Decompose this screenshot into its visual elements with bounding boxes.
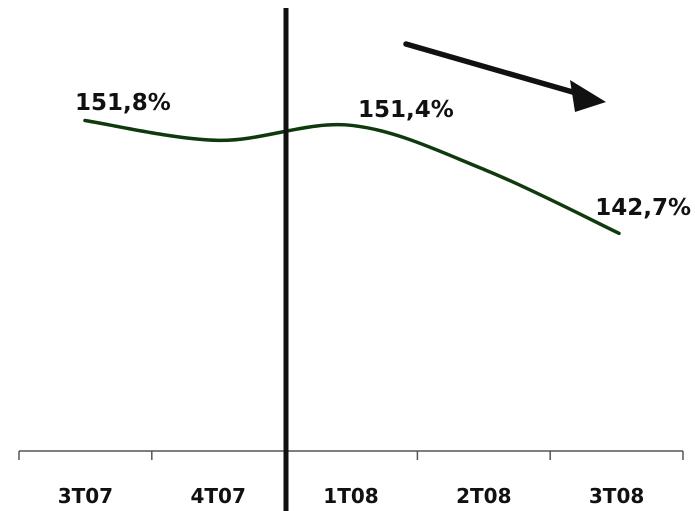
series-line <box>83 118 621 236</box>
x-tick-label: 2T08 <box>456 484 511 508</box>
x-tick-label: 4T07 <box>191 484 246 508</box>
x-tick-label: 3T08 <box>589 484 644 508</box>
data-label: 151,8% <box>75 90 171 116</box>
data-label: 151,4% <box>358 97 454 123</box>
data-label: 142,7% <box>595 195 691 221</box>
x-tick-label: 3T07 <box>58 484 113 508</box>
trend-arrow-icon <box>403 41 606 112</box>
x-tick-label: 1T08 <box>323 484 378 508</box>
